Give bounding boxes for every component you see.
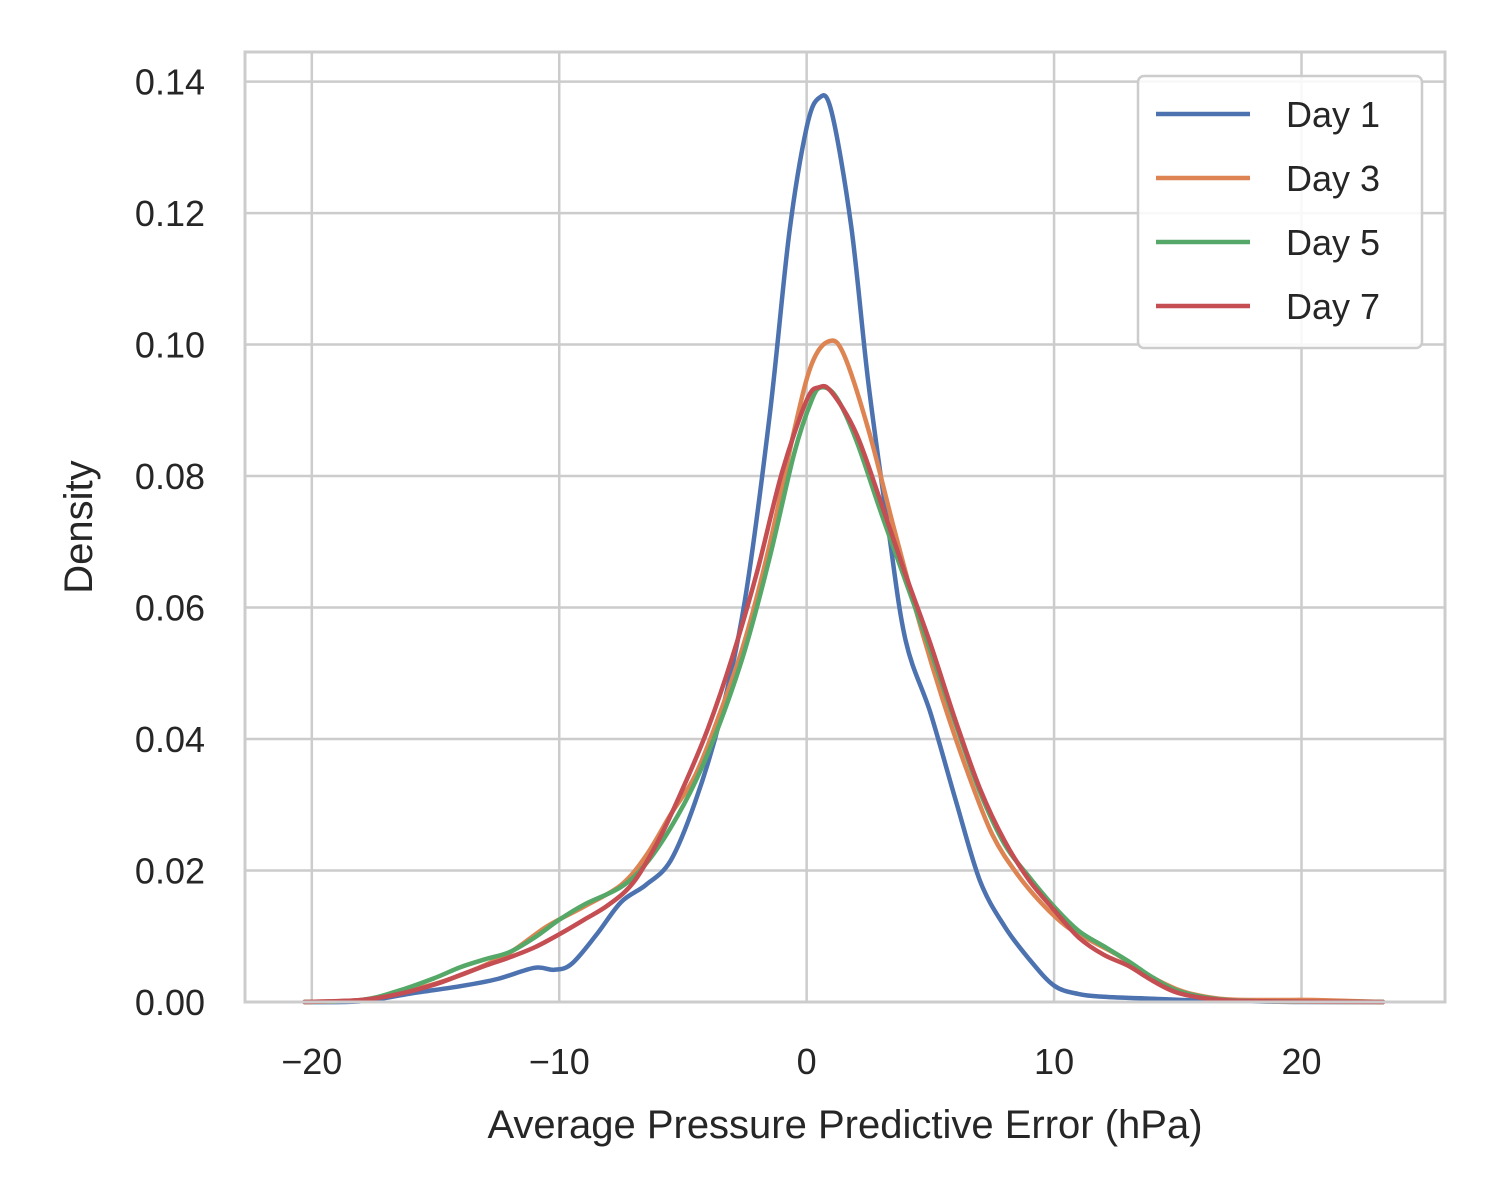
legend-label: Day 3 [1286,158,1380,199]
plot-frame [243,50,1447,1004]
legend-frame [1136,74,1424,350]
y-tick-label: 0.02 [135,851,205,892]
x-tick-label: 0 [797,1041,817,1082]
legend-label: Day 5 [1286,222,1380,263]
y-axis-label: Density [57,460,101,593]
series-lines [302,93,1386,1005]
x-tick-label: 10 [1034,1041,1074,1082]
x-axis-label: Average Pressure Predictive Error (hPa) [487,1103,1202,1147]
y-tick-label: 0.14 [135,62,205,103]
series-line-day-1 [302,93,1386,1005]
legend-label: Day 1 [1286,94,1380,135]
x-tick-labels: −20 −10 0 10 20 [281,1041,1321,1082]
y-tick-label: 0.00 [135,982,205,1023]
y-tick-label: 0.04 [135,719,205,760]
y-tick-label: 0.10 [135,325,205,366]
x-tick-label: 20 [1281,1041,1321,1082]
legend: Day 1 Day 3 Day 5 Day 7 [1136,74,1424,350]
y-tick-labels: 0.00 0.02 0.04 0.06 0.08 0.10 0.12 0.14 [135,62,205,1023]
series-line-day-7 [302,383,1386,1005]
legend-label: Day 7 [1286,286,1380,327]
x-tick-label: −10 [529,1041,590,1082]
x-tick-label: −20 [281,1041,342,1082]
y-tick-label: 0.06 [135,588,205,629]
y-tick-label: 0.12 [135,193,205,234]
y-tick-label: 0.08 [135,456,205,497]
